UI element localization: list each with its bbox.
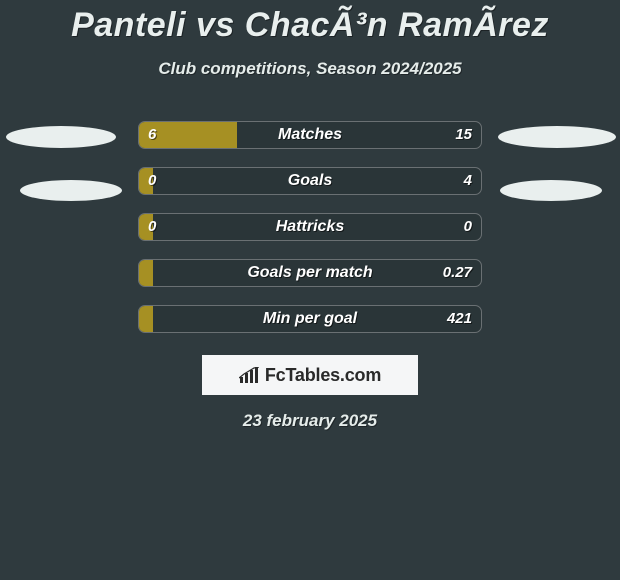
bar-left-fill (139, 260, 153, 286)
bar-left-fill (139, 168, 153, 194)
page-title: Panteli vs ChacÃ³n RamÃ­rez (0, 0, 620, 45)
date-text: 23 february 2025 (0, 411, 620, 431)
logo-text: FcTables.com (265, 365, 381, 386)
bar-track (138, 167, 482, 195)
stat-row-goals: Goals04 (0, 167, 620, 195)
chart-icon (239, 367, 259, 384)
bar-track (138, 213, 482, 241)
bar-left-fill (139, 306, 153, 332)
stat-row-matches: Matches615 (0, 121, 620, 149)
logo-box: FcTables.com (202, 355, 418, 395)
stat-row-goals-per-match: Goals per match0.27 (0, 259, 620, 287)
bar-track (138, 305, 482, 333)
bar-track (138, 121, 482, 149)
page-subtitle: Club competitions, Season 2024/2025 (0, 59, 620, 79)
comparison-infographic: Panteli vs ChacÃ³n RamÃ­rez Club competi… (0, 0, 620, 580)
stat-row-min-per-goal: Min per goal421 (0, 305, 620, 333)
bar-left-fill (139, 214, 153, 240)
stat-rows: Matches615 Goals04 Hattricks00 Goals per ma… (0, 121, 620, 333)
stat-row-hattricks: Hattricks00 (0, 213, 620, 241)
bar-track (138, 259, 482, 287)
bar-left-fill (139, 122, 237, 148)
